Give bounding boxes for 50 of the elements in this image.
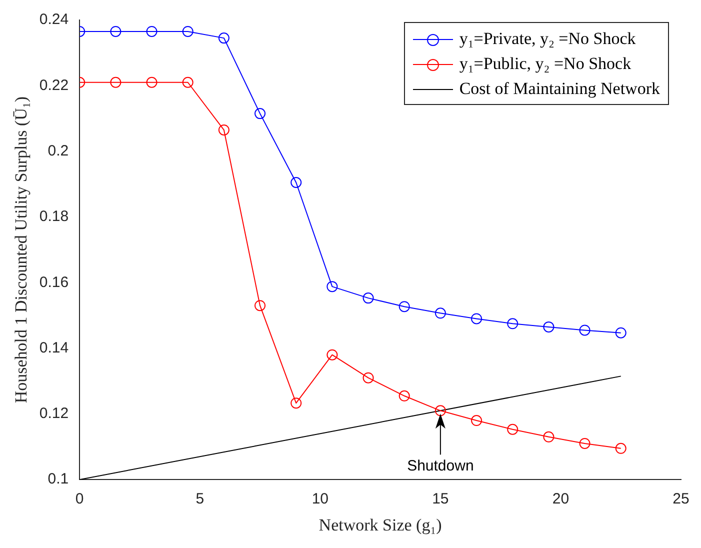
x-tick-label: 0	[75, 490, 84, 508]
point	[471, 415, 482, 426]
y-tick-label: 0.24	[39, 11, 69, 28]
point	[218, 32, 230, 44]
y-axis-title: Household 1 Discounted Utility Surplus (Ū₁)	[12, 96, 31, 404]
point	[362, 292, 374, 304]
x-tick-label: 10	[312, 490, 328, 508]
point	[254, 300, 266, 312]
point	[146, 76, 158, 88]
y-tick-label: 0.14	[39, 339, 69, 356]
point	[110, 26, 122, 37]
point	[434, 308, 446, 319]
point	[507, 318, 518, 330]
point	[398, 390, 410, 402]
point	[290, 177, 302, 188]
point	[182, 26, 194, 37]
y-tick-label: 0.18	[39, 208, 69, 226]
x-axis-title: Network Size (g₁)	[318, 515, 442, 534]
x-tick-label: 15	[432, 490, 449, 508]
point	[471, 313, 482, 324]
legend-label: Cost of Maintaining Network	[459, 78, 660, 98]
point	[543, 431, 554, 442]
y-tick-label: 0.2	[48, 142, 69, 160]
point	[362, 372, 374, 384]
y-tick-label: 0.22	[39, 76, 69, 94]
x-tick-label: 20	[552, 490, 570, 508]
point	[579, 438, 590, 449]
annotation: Shutdown	[407, 457, 474, 474]
point	[326, 349, 338, 360]
point	[290, 398, 302, 409]
point	[326, 281, 338, 292]
x-tick-label: 5	[196, 490, 204, 508]
point	[615, 442, 626, 454]
point	[543, 321, 554, 332]
point	[434, 405, 446, 416]
point	[254, 108, 266, 120]
legend-label: y₁=Public, y₂ =No Shock	[459, 54, 632, 74]
point	[218, 124, 230, 136]
y-tick-label: 0.16	[39, 274, 69, 291]
point	[146, 26, 158, 37]
point	[182, 76, 194, 88]
y-tick-label: 0.12	[39, 405, 69, 422]
point	[110, 76, 122, 88]
legend-label: y₁=Private, y₂ =No Shock	[459, 28, 636, 48]
y-tick-label: 0.1	[48, 470, 69, 488]
point	[507, 424, 518, 435]
point	[398, 301, 410, 312]
point	[615, 327, 626, 338]
x-tick-label: 25	[672, 490, 690, 508]
point	[579, 324, 590, 336]
